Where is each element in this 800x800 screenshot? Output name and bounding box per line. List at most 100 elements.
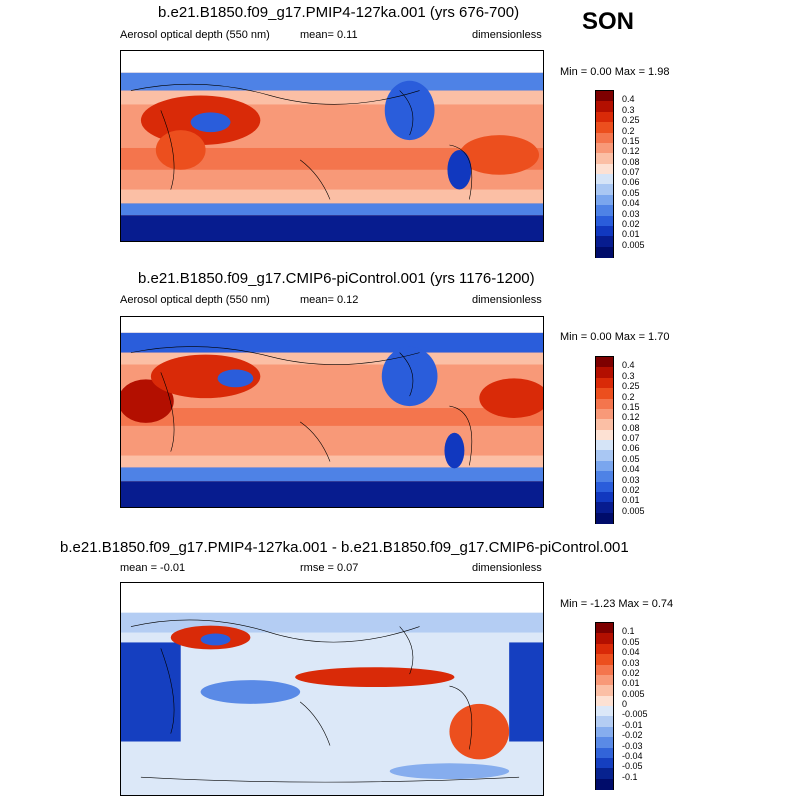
colorbar-swatch: [596, 377, 613, 389]
colorbar-swatch: [596, 664, 613, 676]
panel-1-minmax: Min = 0.00 Max = 1.98: [560, 66, 670, 78]
colorbar-swatch: [596, 111, 613, 123]
colorbar-swatch: [596, 408, 613, 420]
colorbar-tick-label: -0.01: [622, 719, 643, 730]
colorbar-tick-label: 0.03: [622, 208, 640, 219]
panel-2-colorbar: [595, 356, 614, 524]
colorbar-tick-label: 0.15: [622, 135, 640, 146]
panel-3-units-label: dimensionless: [472, 562, 542, 574]
colorbar-tick-label: 0.005: [622, 239, 645, 250]
colorbar-swatch: [596, 205, 613, 216]
panel-3-rmse-label: rmse = 0.07: [300, 562, 359, 574]
colorbar-swatch: [596, 398, 613, 410]
colorbar-swatch: [596, 142, 613, 154]
colorbar-swatch: [596, 163, 613, 175]
colorbar-tick-label: 0.12: [622, 146, 640, 157]
colorbar-tick-label: -0.02: [622, 730, 643, 741]
colorbar-tick-label: -0.005: [622, 709, 648, 720]
colorbar-swatch: [596, 706, 613, 717]
colorbar-swatch: [596, 101, 613, 113]
colorbar-tick-label: 0.05: [622, 187, 640, 198]
colorbar-tick-label: 0.04: [622, 198, 640, 209]
colorbar-tick-label: 0.02: [622, 218, 640, 229]
colorbar-swatch: [596, 502, 613, 514]
colorbar-swatch: [596, 450, 613, 462]
colorbar-swatch: [596, 419, 613, 431]
colorbar-swatch: [596, 768, 613, 780]
colorbar-swatch: [596, 491, 613, 503]
colorbar-swatch: [596, 184, 613, 196]
colorbar-tick-label: 0.01: [622, 229, 640, 240]
colorbar-swatch: [596, 481, 613, 493]
colorbar-swatch: [596, 737, 613, 748]
colorbar-tick-label: -0.05: [622, 761, 643, 772]
colorbar-tick-label: 0.25: [622, 381, 640, 392]
panel-2-mean-label: mean= 0.12: [300, 294, 359, 306]
colorbar-tick-label: 0: [622, 699, 628, 709]
panel-2-minmax: Min = 0.00 Max = 1.70: [560, 331, 670, 343]
colorbar-tick-label: 0.005: [622, 688, 645, 699]
panel-1-units-label: dimensionless: [472, 29, 542, 41]
colorbar-tick-label: 0.01: [622, 495, 640, 506]
colorbar-tick-label: 0.08: [622, 422, 640, 433]
panel-2-title: b.e21.B1850.f09_g17.CMIP6-piControl.001 …: [138, 270, 535, 287]
colorbar-swatch: [596, 643, 613, 655]
colorbar-swatch: [596, 471, 613, 482]
colorbar-tick-label: 0.04: [622, 464, 640, 475]
colorbar-tick-label: 0.05: [622, 636, 640, 647]
colorbar-swatch: [596, 153, 613, 165]
colorbar-tick-label: 0.3: [622, 370, 635, 381]
colorbar-tick-label: 0.12: [622, 412, 640, 423]
panel-3-minmax: Min = -1.23 Max = 0.74: [560, 598, 674, 610]
colorbar-swatch: [596, 132, 613, 144]
colorbar-swatch: [596, 215, 613, 227]
panel-1-map: [120, 50, 544, 242]
colorbar-tick-label: 0.05: [622, 453, 640, 464]
colorbar-swatch: [596, 685, 613, 697]
colorbar-swatch: [596, 429, 613, 441]
colorbar-tick-label: 0.03: [622, 657, 640, 668]
panel-3-mean-label: mean = -0.01: [120, 562, 186, 574]
colorbar-tick-label: 0.08: [622, 156, 640, 167]
colorbar-swatch: [596, 388, 613, 399]
panel-1-title: b.e21.B1850.f09_g17.PMIP4-127ka.001 (yrs…: [158, 4, 520, 21]
panel-2-map: [120, 316, 544, 508]
colorbar-tick-label: 0.02: [622, 667, 640, 678]
panel-3-map: [120, 582, 544, 796]
colorbar-swatch: [596, 674, 613, 686]
panel-1-mean-label: mean= 0.11: [300, 29, 358, 41]
colorbar-tick-label: 0.15: [622, 401, 640, 412]
colorbar-tick-label: 0.01: [622, 678, 640, 689]
colorbar-tick-label: -0.03: [622, 740, 643, 751]
colorbar-swatch: [596, 246, 613, 258]
panel-2-units-label: dimensionless: [472, 294, 542, 306]
colorbar-tick-label: 0.07: [622, 167, 640, 177]
colorbar-tick-label: 0.07: [622, 433, 640, 443]
colorbar-tick-label: 0.4: [622, 360, 635, 371]
colorbar-tick-label: -0.04: [622, 750, 643, 761]
colorbar-tick-label: 0.3: [622, 104, 635, 115]
colorbar-tick-label: -0.1: [622, 771, 638, 782]
colorbar-swatch: [596, 695, 613, 707]
colorbar-swatch: [596, 367, 613, 379]
panel-3-title: b.e21.B1850.f09_g17.PMIP4-127ka.001 - b.…: [60, 539, 629, 556]
colorbar-swatch: [596, 623, 613, 634]
colorbar-tick-label: 0.4: [622, 94, 635, 105]
panel-1-colorbar: [595, 90, 614, 258]
colorbar-swatch: [596, 726, 613, 738]
colorbar-tick-label: 0.03: [622, 474, 640, 485]
season-label: SON: [582, 8, 635, 35]
colorbar-swatch: [596, 747, 613, 759]
colorbar-swatch: [596, 716, 613, 728]
colorbar-tick-label: 0.04: [622, 647, 640, 658]
colorbar-tick-label: 0.06: [622, 177, 640, 188]
colorbar-tick-label: 0.2: [622, 391, 635, 402]
colorbar-tick-label: 0.06: [622, 443, 640, 454]
panel-2-variable-label: Aerosol optical depth (550 nm): [120, 294, 270, 306]
colorbar-swatch: [596, 194, 613, 206]
colorbar-tick-label: 0.1: [622, 626, 635, 637]
colorbar-swatch: [596, 357, 613, 368]
colorbar-swatch: [596, 654, 613, 665]
colorbar-swatch: [596, 174, 613, 185]
colorbar-swatch: [596, 91, 613, 102]
